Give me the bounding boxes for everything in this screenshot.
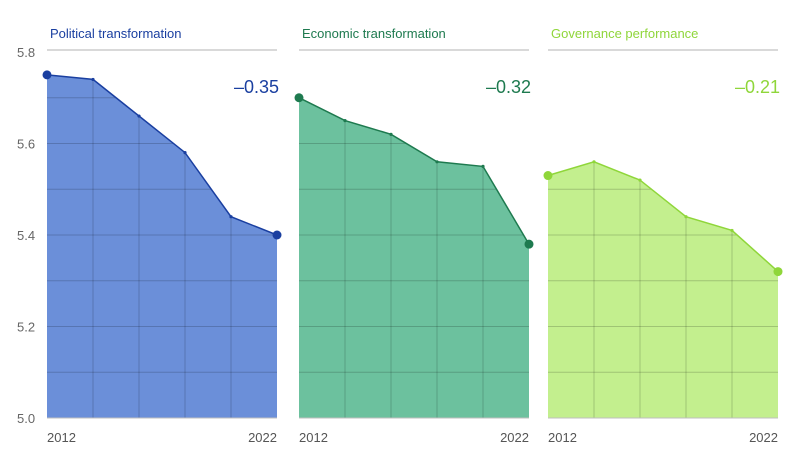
data-point bbox=[272, 230, 282, 240]
change-label: –0.35 bbox=[234, 77, 279, 97]
change-label: –0.32 bbox=[486, 77, 531, 97]
data-point bbox=[684, 215, 688, 219]
data-point bbox=[435, 160, 439, 164]
data-point bbox=[294, 93, 304, 103]
panel-title: Political transformation bbox=[50, 26, 182, 41]
data-point bbox=[730, 228, 734, 233]
data-point bbox=[389, 132, 393, 136]
data-point bbox=[42, 70, 52, 80]
x-tick-label: 2022 bbox=[500, 430, 529, 445]
data-point bbox=[481, 164, 485, 168]
data-point bbox=[183, 151, 187, 155]
data-point bbox=[343, 119, 347, 123]
panel-title: Governance performance bbox=[551, 26, 698, 41]
y-tick-label: 5.4 bbox=[17, 228, 35, 243]
y-tick-label: 5.8 bbox=[17, 45, 35, 60]
y-tick-label: 5.6 bbox=[17, 137, 35, 152]
data-point bbox=[524, 239, 534, 249]
y-tick-label: 5.2 bbox=[17, 320, 35, 335]
area-fill-2 bbox=[548, 161, 778, 419]
x-tick-label: 2022 bbox=[749, 430, 778, 445]
series-line-0 bbox=[46, 74, 278, 236]
x-tick-label: 2012 bbox=[299, 430, 328, 445]
data-point bbox=[91, 77, 95, 82]
data-point bbox=[773, 267, 783, 277]
data-point bbox=[638, 178, 642, 182]
data-point bbox=[543, 171, 553, 181]
data-point bbox=[592, 160, 596, 164]
x-tick-label: 2012 bbox=[548, 430, 577, 445]
y-tick-label: 5.0 bbox=[17, 411, 35, 426]
area-fill-0 bbox=[47, 74, 277, 419]
panel-title: Economic transformation bbox=[302, 26, 446, 41]
series-line-1 bbox=[298, 97, 530, 245]
x-tick-label: 2022 bbox=[248, 430, 277, 445]
data-point bbox=[229, 215, 233, 219]
series-line-2 bbox=[547, 161, 779, 273]
x-tick-label: 2012 bbox=[47, 430, 76, 445]
area-fill-1 bbox=[299, 97, 529, 418]
data-point bbox=[137, 114, 141, 118]
change-label: –0.21 bbox=[735, 77, 780, 97]
